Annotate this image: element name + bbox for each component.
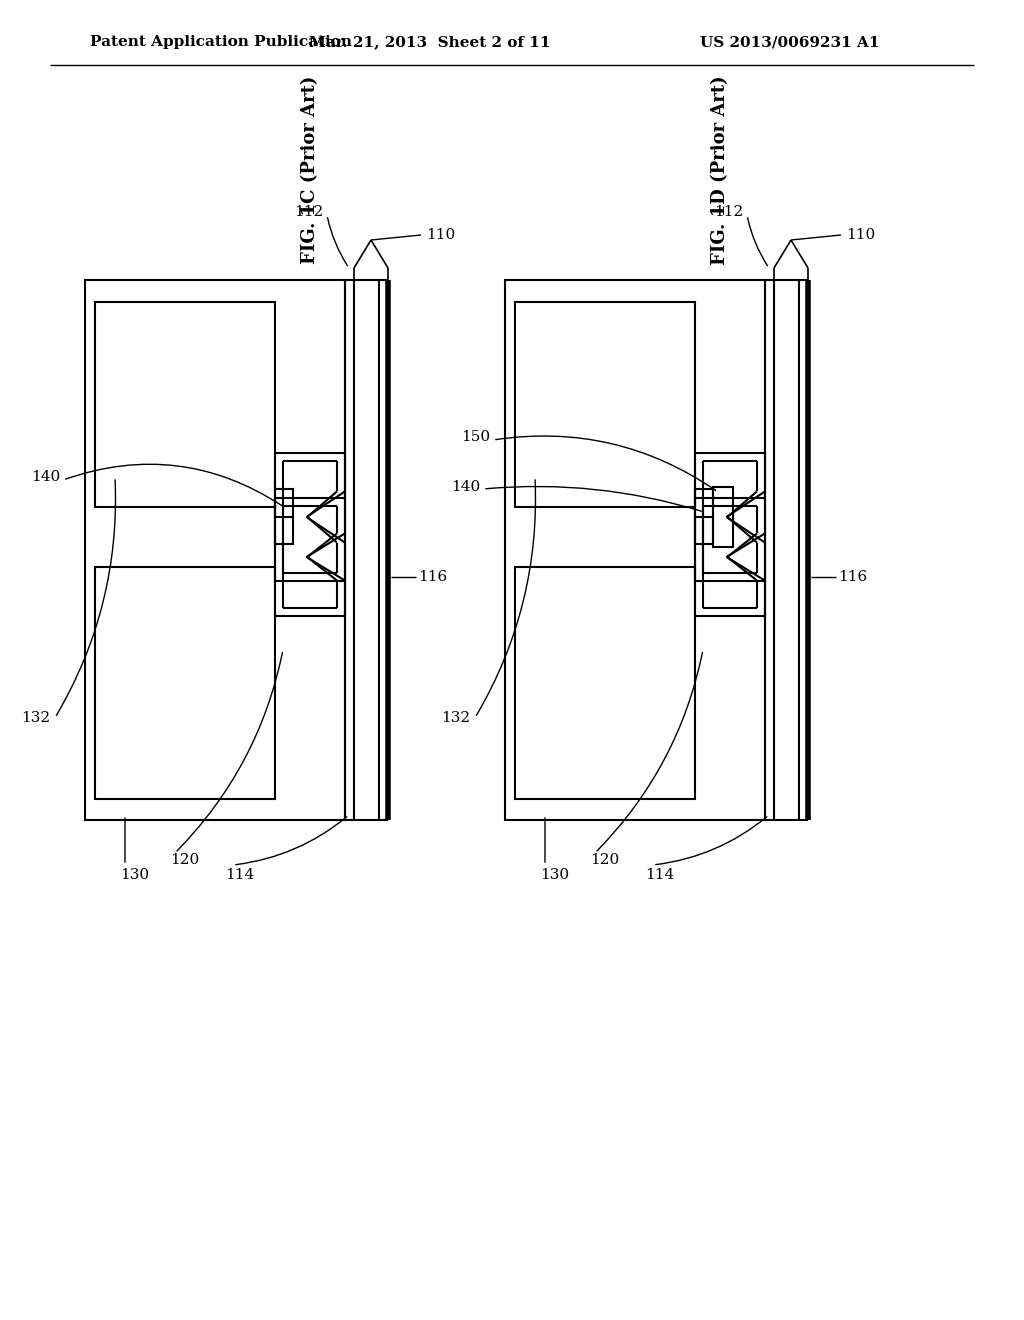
Text: 120: 120: [590, 853, 620, 867]
Bar: [95, 302, 275, 507]
Text: 140: 140: [31, 470, 60, 484]
Text: 132: 132: [20, 710, 50, 725]
Text: Mar. 21, 2013  Sheet 2 of 11: Mar. 21, 2013 Sheet 2 of 11: [309, 36, 551, 49]
Bar: [95, 568, 275, 799]
Text: FIG. 1D (Prior Art): FIG. 1D (Prior Art): [711, 75, 729, 265]
Bar: [85, 280, 345, 820]
Text: 130: 130: [120, 869, 150, 882]
Text: US 2013/0069231 A1: US 2013/0069231 A1: [700, 36, 880, 49]
Text: 114: 114: [225, 869, 254, 882]
Text: 150: 150: [461, 430, 490, 444]
Text: 110: 110: [426, 228, 456, 242]
Bar: [515, 302, 695, 507]
Text: 140: 140: [451, 480, 480, 494]
Text: 116: 116: [838, 570, 867, 583]
Text: 132: 132: [441, 710, 470, 725]
Bar: [275, 488, 293, 544]
Text: 110: 110: [846, 228, 876, 242]
Text: 114: 114: [645, 869, 674, 882]
Bar: [713, 487, 733, 546]
Text: 112: 112: [294, 205, 323, 219]
Text: 112: 112: [714, 205, 743, 219]
Bar: [505, 280, 765, 820]
Text: 130: 130: [540, 869, 569, 882]
Text: 120: 120: [170, 853, 200, 867]
Text: Patent Application Publication: Patent Application Publication: [90, 36, 352, 49]
Text: 116: 116: [418, 570, 447, 583]
Bar: [515, 568, 695, 799]
Text: FIG. 1C (Prior Art): FIG. 1C (Prior Art): [301, 75, 319, 264]
Bar: [695, 488, 713, 544]
